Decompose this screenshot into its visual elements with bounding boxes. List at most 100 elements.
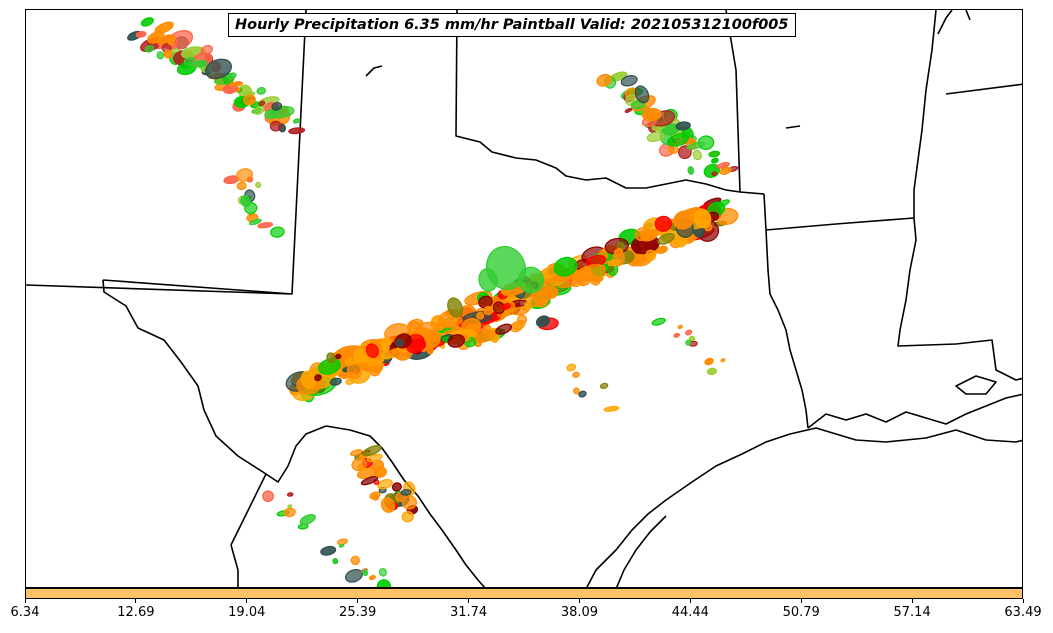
- precip-blob: [269, 120, 282, 132]
- precip-blob: [656, 245, 668, 254]
- state-boundaries: [26, 10, 1022, 587]
- precip-blob: [543, 285, 559, 300]
- precip-blob: [620, 75, 638, 87]
- chart-title: Hourly Precipitation 6.35 mm/hr Paintbal…: [228, 13, 796, 37]
- precip-blob: [495, 323, 512, 335]
- precip-blob: [362, 445, 382, 457]
- precip-blob: [483, 305, 494, 316]
- colorbar-tick-label: 57.14: [893, 605, 931, 620]
- precip-blob: [320, 545, 337, 556]
- precip-blob: [716, 161, 731, 169]
- colorbar-tick-label: 38.09: [560, 605, 599, 620]
- precip-blob: [349, 449, 363, 457]
- precip-blob: [270, 226, 285, 238]
- precip-blob: [475, 330, 497, 344]
- precip-blob: [501, 302, 511, 310]
- colorbar-tick-label: 44.44: [671, 605, 709, 620]
- texas-outline: [102, 279, 486, 587]
- precip-blob: [258, 100, 266, 107]
- precip-blob: [646, 131, 665, 142]
- precip-blob: [650, 229, 659, 237]
- map-panel: [25, 9, 1023, 588]
- precip-blob: [685, 329, 693, 336]
- precip-blob: [205, 58, 232, 80]
- precip-blob: [183, 57, 196, 66]
- precip-blob: [365, 343, 379, 359]
- precip-blob: [704, 357, 714, 366]
- precip-blob: [299, 513, 316, 526]
- precip-blob: [262, 490, 274, 503]
- precip-blob: [566, 363, 577, 372]
- precip-blob: [686, 141, 706, 150]
- precip-blob: [163, 49, 173, 59]
- precip-blob: [335, 353, 342, 360]
- ark-south-border: [765, 217, 915, 231]
- precip-blob: [596, 73, 613, 87]
- precip-blob: [634, 226, 651, 242]
- precip-blob: [654, 215, 672, 232]
- colorbar-tick-mark: [135, 599, 137, 603]
- precip-blob: [607, 259, 621, 267]
- precip-blob: [624, 107, 633, 113]
- precip-blob: [657, 232, 675, 245]
- precip-blob: [292, 118, 301, 124]
- precip-map: [26, 10, 1022, 587]
- precip-contours: [127, 17, 739, 587]
- precip-blob: [373, 466, 387, 478]
- precip-blob: [447, 297, 464, 318]
- precip-blob: [326, 352, 336, 364]
- precip-blob: [402, 495, 417, 510]
- colorbar-tick-label: 31.74: [449, 605, 488, 620]
- precip-blob: [572, 371, 580, 378]
- precip-blob: [140, 17, 154, 27]
- colorbar-tick-label: 19.04: [228, 605, 266, 620]
- precip-blob: [248, 218, 262, 226]
- precip-blob: [380, 497, 396, 513]
- precip-blob: [240, 195, 251, 208]
- colorbar-tick-mark: [357, 599, 359, 603]
- colorbar-tick-label: 25.39: [339, 605, 377, 620]
- precip-blob: [256, 87, 267, 95]
- bay-coastline: [615, 515, 667, 587]
- precip-blob: [517, 266, 545, 294]
- texas-panhandle-north: [455, 10, 765, 195]
- precip-blob: [257, 222, 274, 229]
- precip-blob: [255, 181, 262, 189]
- precip-blob: [573, 387, 580, 395]
- precip-blob: [156, 51, 165, 60]
- precip-blob: [476, 311, 485, 320]
- precip-blob: [369, 491, 381, 500]
- colorbar-tick-label: 63.49: [1004, 605, 1042, 620]
- precip-blob: [651, 317, 666, 326]
- precip-blob: [329, 377, 342, 386]
- precip-blob: [599, 382, 609, 390]
- precip-blob: [271, 102, 283, 111]
- precip-blob: [366, 453, 383, 463]
- colorbar-tick-mark: [911, 599, 913, 603]
- precip-blob: [376, 579, 392, 587]
- precip-blob: [378, 568, 387, 577]
- precip-blob: [353, 347, 368, 364]
- precip-blob: [478, 268, 498, 292]
- mexico-border: [230, 544, 239, 587]
- colorbar-tick-mark: [468, 599, 470, 603]
- precip-blob: [613, 247, 624, 256]
- precip-blob: [711, 171, 718, 177]
- precip-blob: [288, 127, 306, 135]
- colorbar-tick-label: 12.69: [117, 605, 155, 620]
- precip-blob: [345, 378, 355, 385]
- precip-blob: [243, 94, 256, 106]
- precip-blob: [673, 210, 695, 230]
- precip-blob: [391, 482, 402, 492]
- la-west-border: [763, 193, 809, 429]
- colorbar: [25, 588, 1023, 599]
- precip-blob: [360, 475, 379, 486]
- precip-blob: [687, 166, 695, 175]
- colorbar-tick-label: 50.79: [782, 605, 820, 620]
- ms-river: [913, 10, 937, 218]
- precip-blob: [711, 157, 719, 164]
- precip-blob: [200, 44, 214, 55]
- precip-blob: [395, 338, 404, 347]
- ms-river-lower: [897, 217, 1022, 381]
- precip-blob: [167, 38, 175, 46]
